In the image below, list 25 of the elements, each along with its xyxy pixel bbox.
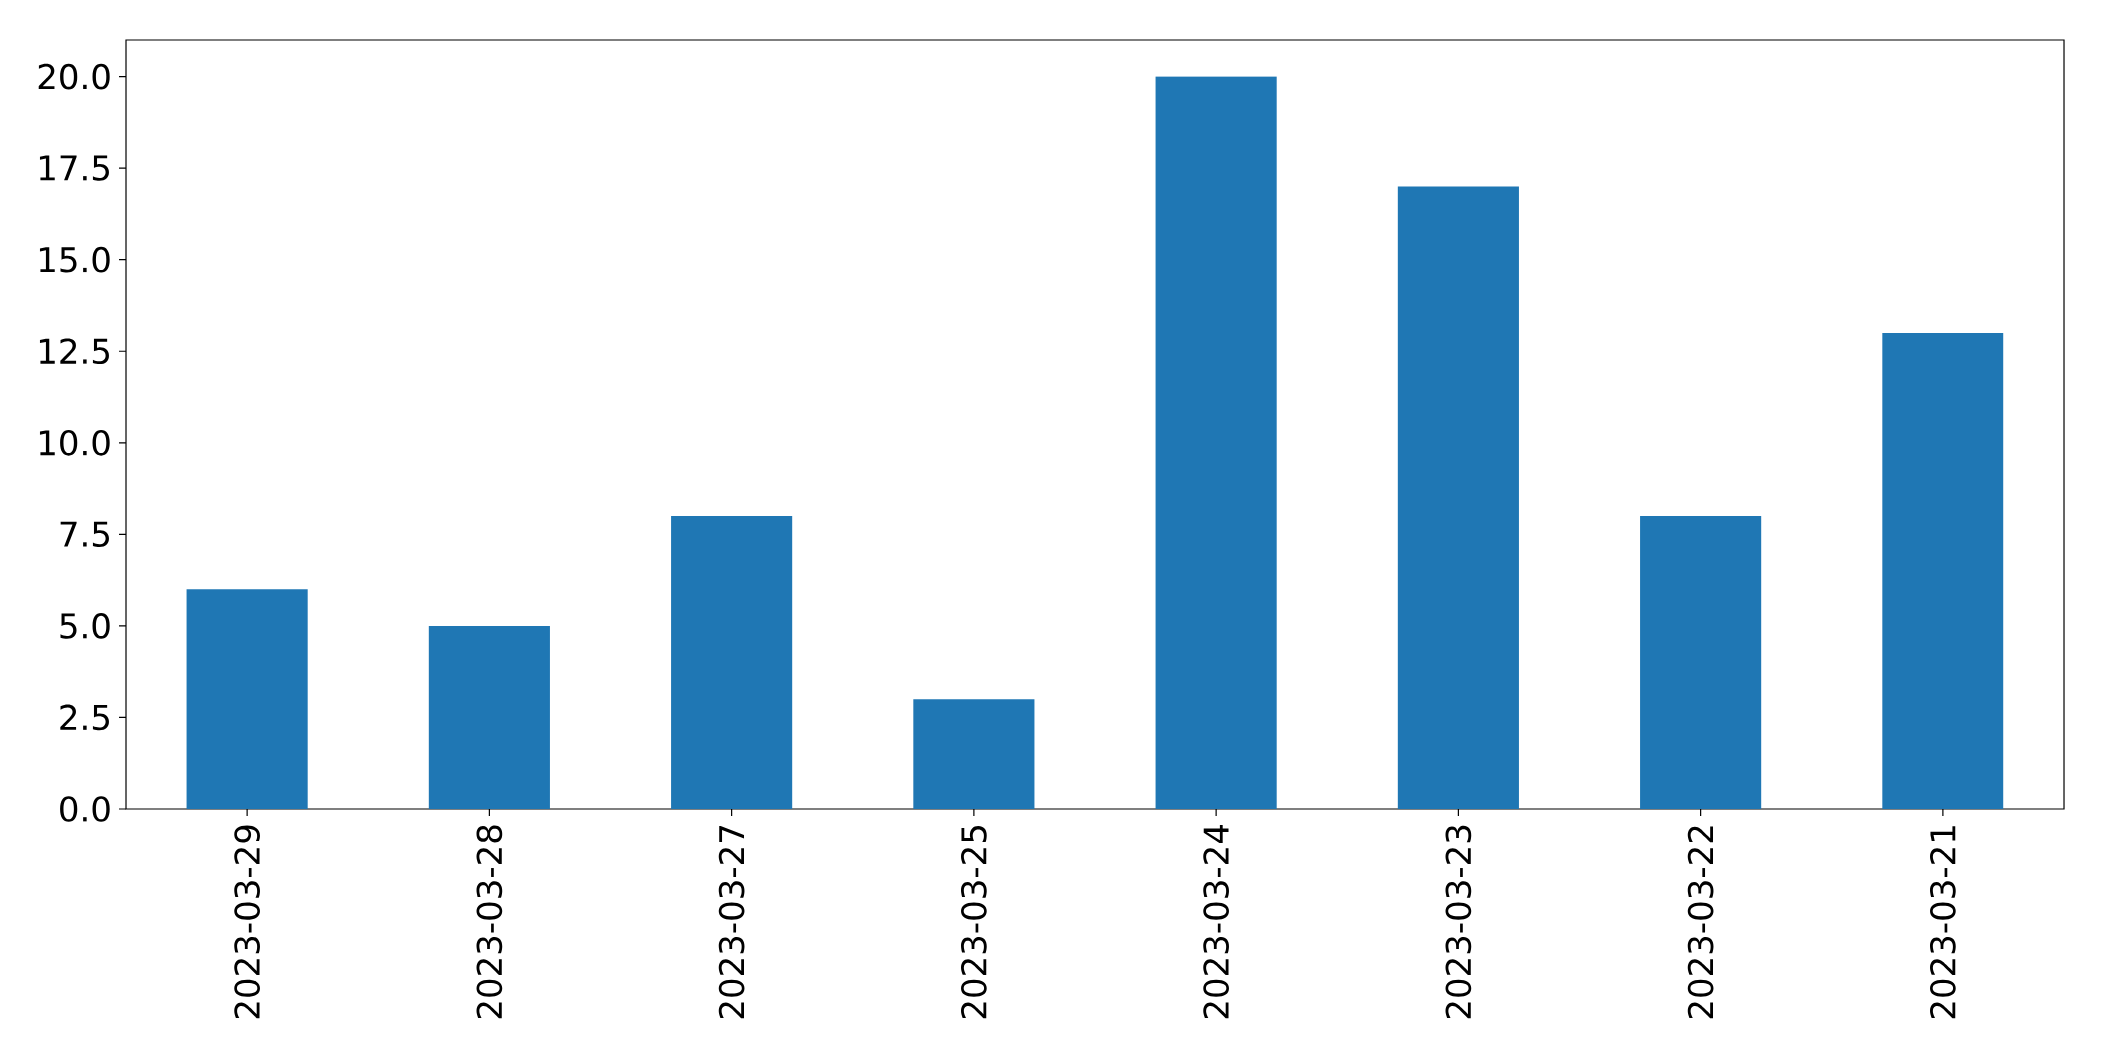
y-tick-label: 0.0 [60, 796, 110, 822]
x-tick-label: 2023-03-28 [476, 825, 503, 1019]
y-tick-label: 5.0 [60, 613, 110, 639]
y-tick-label: 20.0 [38, 63, 110, 90]
bar [1882, 332, 2004, 809]
x-tick-label: 2023-03-24 [1203, 825, 1229, 1019]
x-tick-label: 2023-03-21 [1930, 826, 1956, 1019]
bar [428, 625, 550, 809]
y-tick-label: 10.0 [39, 429, 110, 456]
bar [1155, 76, 1277, 809]
x-tick-label: 2023-03-29 [234, 825, 260, 1019]
bar [1640, 516, 1762, 809]
bar [671, 516, 793, 809]
y-tick-label: 17.5 [39, 155, 109, 181]
x-tick-label: 2023-03-27 [718, 826, 745, 1019]
bar [913, 699, 1035, 809]
y-tick-label: 2.5 [60, 704, 109, 731]
y-tick-label: 7.5 [60, 521, 109, 547]
y-tick-label: 15.0 [39, 246, 110, 273]
x-tick-label: 2023-03-23 [1445, 825, 1472, 1019]
x-tick-label: 2023-03-22 [1687, 826, 1714, 1019]
x-tick-label: 2023-03-25 [961, 826, 987, 1019]
bar [1397, 186, 1519, 809]
bar [186, 589, 308, 809]
y-tick-label: 12.5 [39, 338, 109, 365]
